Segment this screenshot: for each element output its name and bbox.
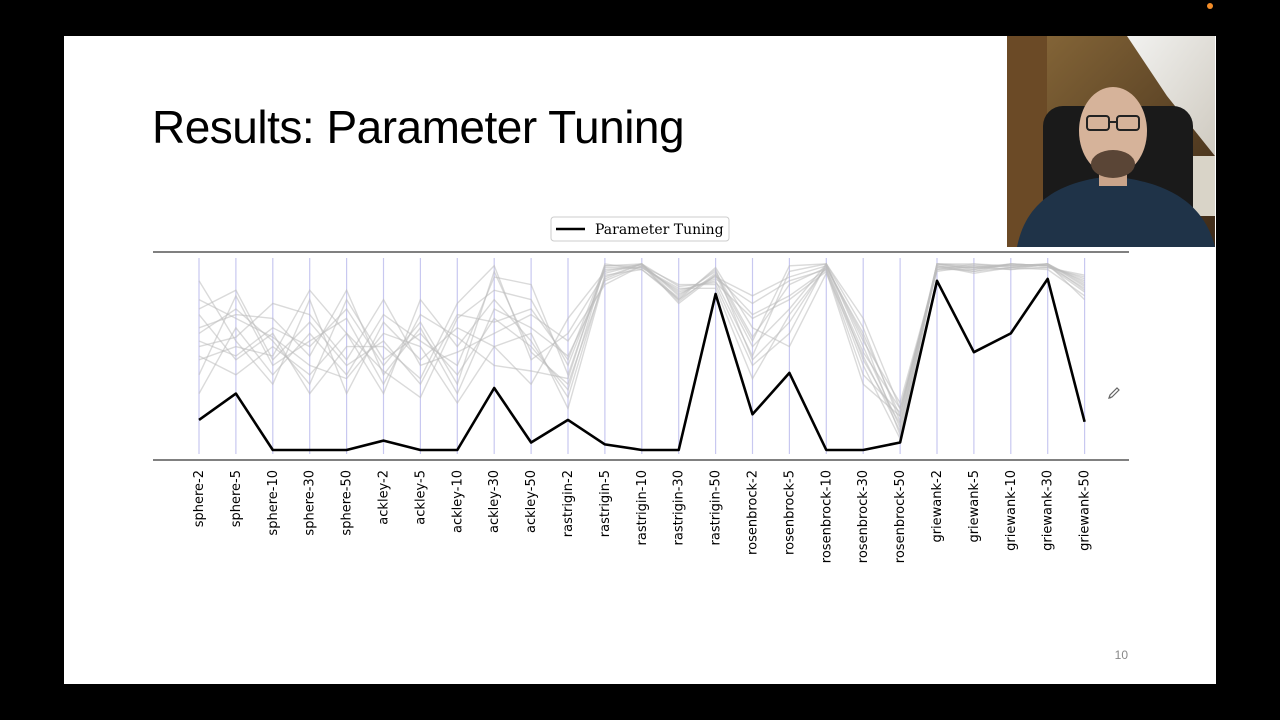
x-tick-label: rosenbrock-50 — [893, 470, 908, 563]
x-tick-label: rosenbrock-2 — [746, 470, 761, 555]
x-tick-label: rastrigin-2 — [561, 470, 576, 537]
background-series-line — [198, 262, 1085, 426]
x-tick-label: rosenbrock-30 — [856, 470, 871, 563]
x-tick-label: rosenbrock-5 — [782, 470, 797, 555]
person-video-icon — [1007, 36, 1215, 247]
x-tick-label: ackley-5 — [413, 470, 428, 525]
legend-label: Parameter Tuning — [595, 222, 724, 238]
x-tick-label: rastrigin-5 — [598, 470, 613, 537]
x-tick-label: ackley-2 — [377, 470, 392, 525]
slide-title: Results: Parameter Tuning — [152, 101, 685, 153]
x-tick-label: griewank-10 — [1004, 470, 1019, 551]
x-tick-label: sphere-2 — [192, 470, 207, 527]
x-tick-label: griewank-5 — [967, 470, 982, 543]
x-tick-label: sphere-10 — [266, 470, 281, 536]
x-tick-label: sphere-5 — [229, 470, 244, 527]
background-series-line — [198, 263, 1085, 411]
x-tick-label: ackley-10 — [450, 470, 465, 533]
series-line-parameter-tuning — [198, 277, 1086, 452]
x-tick-label: ackley-50 — [524, 470, 539, 533]
pen-icon[interactable] — [1107, 386, 1121, 400]
x-tick-label: griewank-50 — [1078, 470, 1093, 551]
x-tick-label: griewank-2 — [930, 470, 945, 543]
x-tick-label: rastrigin-30 — [672, 470, 687, 545]
legend-box — [550, 216, 730, 242]
x-tick-label: sphere-50 — [340, 470, 355, 536]
x-tick-label: rastrigin-10 — [635, 470, 650, 545]
page-number: 10 — [1114, 648, 1128, 662]
recording-indicator — [1207, 3, 1213, 9]
x-tick-label: griewank-30 — [1041, 470, 1056, 551]
x-tick-label: rosenbrock-10 — [819, 470, 834, 563]
x-tick-label: ackley-30 — [487, 470, 502, 533]
x-tick-label: rastrigin-50 — [709, 470, 724, 545]
x-tick-label: sphere-30 — [303, 470, 318, 536]
webcam-video — [1007, 36, 1215, 247]
